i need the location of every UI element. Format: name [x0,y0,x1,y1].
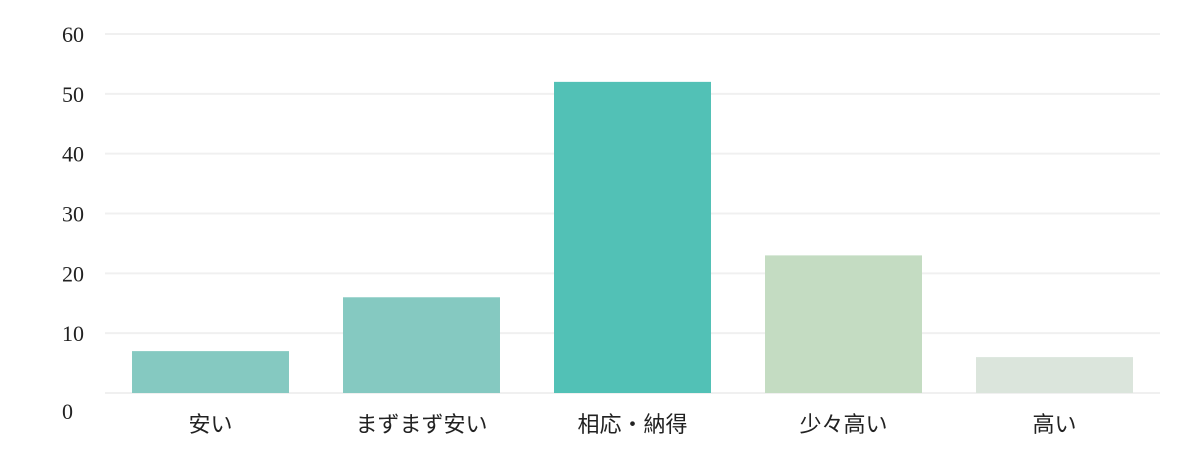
y-tick-label: 20 [62,261,84,286]
y-tick-label: 60 [62,22,84,47]
x-tick-label: まずまず安い [355,412,487,437]
bar [554,81,711,393]
x-tick-label: 高い [1032,412,1076,437]
bar [343,297,500,393]
y-tick-label: 30 [62,202,84,227]
x-tick-label: 安い [188,412,232,437]
x-tick-label: 少々高い [799,412,887,437]
y-tick-label: 40 [62,142,84,167]
bar [765,255,922,393]
x-tick-label: 相応・納得 [577,412,687,437]
y-tick-label: 0 [62,399,73,424]
y-tick-label: 10 [62,321,84,346]
y-tick-label: 50 [62,82,84,107]
bar [976,357,1133,393]
bar [132,351,289,393]
